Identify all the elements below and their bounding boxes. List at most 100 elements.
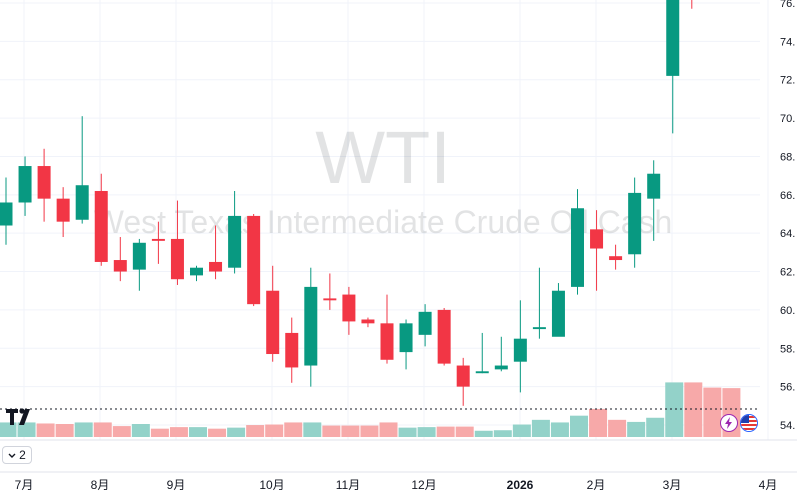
- watermark-symbol: WTI: [315, 116, 451, 199]
- watermark-name: West Texas Intermediate Crude Oil Cash: [94, 204, 673, 240]
- x-tick-label: 2026: [507, 478, 534, 492]
- candle-body: [475, 371, 489, 374]
- candle: [513, 300, 527, 393]
- candle: [190, 265, 203, 282]
- candle: [456, 357, 470, 406]
- candle-body: [113, 260, 127, 272]
- volume-bar: [169, 427, 188, 437]
- candle: [532, 267, 546, 339]
- x-tick-label: 7月: [15, 478, 34, 492]
- volume-bar: [703, 387, 722, 437]
- candle-body: [380, 323, 394, 360]
- candle-body: [94, 190, 108, 262]
- volume-bar: [93, 422, 112, 437]
- volume-bar: [227, 427, 246, 437]
- candle: [399, 319, 413, 370]
- candle-body: [0, 202, 13, 226]
- candle-body: [418, 311, 432, 335]
- volume-bar: [684, 382, 703, 437]
- candle-body: [228, 215, 242, 268]
- candle-body: [437, 309, 451, 364]
- volume-bar: [474, 430, 493, 437]
- time-axis: 7月 8月 9月 10月 11月 12月 2026 2月 3月 4月: [15, 478, 778, 492]
- candle: [37, 148, 51, 222]
- volume-bar: [112, 426, 131, 437]
- candle-body: [37, 166, 51, 199]
- candle: [56, 187, 70, 238]
- volume-bar: [74, 422, 93, 437]
- candle-body: [456, 365, 470, 387]
- y-tick-label: 56.: [780, 382, 795, 394]
- volume-bar: [0, 422, 17, 437]
- candle-body: [551, 290, 565, 337]
- candle: [132, 238, 146, 291]
- interval-selector[interactable]: 2: [2, 446, 32, 464]
- y-tick-label: 54.: [780, 420, 795, 432]
- volume-bar: [322, 425, 341, 437]
- candle-body: [266, 290, 280, 355]
- candle: [361, 317, 375, 328]
- y-tick-label: 58.: [780, 343, 795, 355]
- volume-bar: [455, 426, 474, 437]
- x-tick-label: 3月: [663, 478, 682, 492]
- volume-bar: [646, 417, 665, 437]
- candle-body: [494, 365, 508, 370]
- volume-bar: [608, 419, 627, 437]
- volume-bar: [436, 426, 455, 437]
- candle-body: [609, 256, 623, 261]
- volume-bar: [36, 423, 55, 437]
- candle: [209, 225, 223, 280]
- candle: [285, 317, 299, 383]
- us-flag-icon[interactable]: [740, 414, 758, 432]
- volume-bar: [589, 408, 608, 437]
- candle-body: [209, 261, 223, 272]
- candle: [475, 332, 489, 374]
- candle: [494, 336, 508, 372]
- price-axis-bg: [777, 0, 797, 440]
- y-tick-label: 66.: [780, 190, 795, 202]
- candle: [628, 177, 642, 268]
- y-tick-label: 68.: [780, 151, 795, 163]
- volume-bars: [0, 382, 741, 437]
- candles: [0, 0, 693, 406]
- candle: [151, 221, 165, 264]
- volume-bar: [379, 422, 398, 437]
- interval-label: 2: [19, 448, 26, 462]
- lightning-bolt-icon[interactable]: [720, 414, 738, 432]
- x-tick-label: 11月: [336, 478, 360, 492]
- candle: [247, 214, 261, 307]
- candle: [113, 237, 127, 282]
- volume-bar: [189, 427, 207, 437]
- candle: [647, 160, 661, 241]
- candle: [551, 283, 565, 337]
- y-tick-label: 62.: [780, 267, 795, 279]
- candle: [0, 177, 13, 245]
- volume-bar: [627, 421, 646, 437]
- y-tick-label: 72.: [780, 75, 795, 87]
- candle-body: [56, 198, 70, 222]
- candle-body: [323, 298, 337, 301]
- candle: [380, 294, 394, 364]
- volume-bar: [284, 422, 303, 437]
- x-tick-label: 10月: [259, 478, 284, 492]
- y-tick-label: 74.: [780, 36, 795, 48]
- candle-body: [590, 229, 604, 249]
- chevron-down-icon: [8, 448, 16, 462]
- tradingview-logo-icon[interactable]: [4, 406, 36, 426]
- x-tick-label: 12月: [411, 478, 436, 492]
- candle-body: [18, 166, 32, 203]
- volume-bar: [265, 424, 284, 437]
- candle-body: [75, 185, 89, 220]
- x-tick-label: 9月: [167, 478, 186, 492]
- price-axis: 76. 74. 72. 70. 68. 66. 64. 62. 60. 58. 56. 54.: [777, 0, 797, 440]
- candle-body: [666, 0, 680, 76]
- candle-body: [304, 286, 318, 366]
- candle: [666, 0, 680, 134]
- volume-bar: [17, 422, 36, 437]
- candle-body: [170, 238, 184, 280]
- candle-body: [190, 267, 203, 276]
- candle: [94, 173, 108, 266]
- candle: [590, 210, 604, 291]
- candle: [170, 200, 184, 285]
